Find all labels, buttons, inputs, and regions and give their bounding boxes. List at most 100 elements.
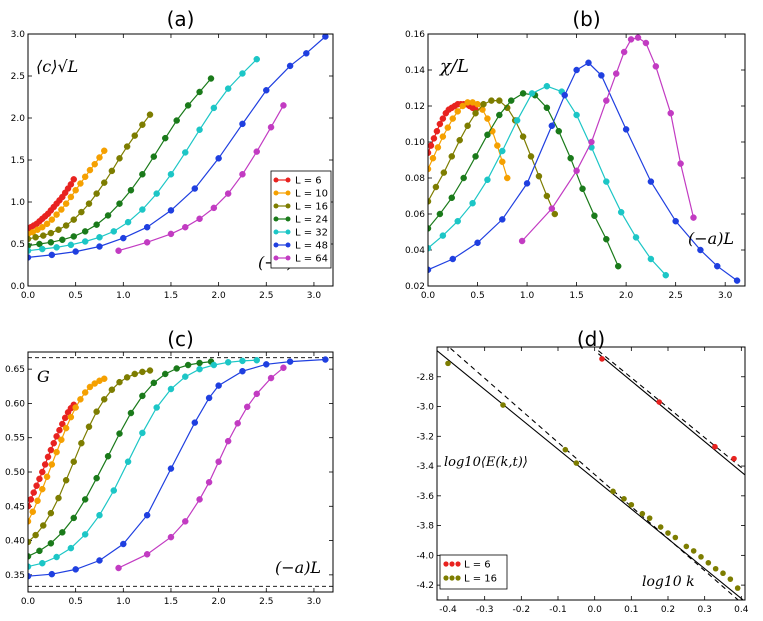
data-point bbox=[33, 482, 40, 489]
data-point bbox=[81, 228, 89, 235]
data-point bbox=[28, 518, 32, 525]
data-point bbox=[215, 155, 222, 162]
series-line bbox=[28, 358, 326, 577]
series-line bbox=[28, 78, 212, 247]
data-point bbox=[28, 242, 32, 249]
data-point bbox=[603, 178, 610, 185]
data-point bbox=[642, 39, 650, 47]
data-point bbox=[59, 236, 66, 244]
data-point bbox=[116, 200, 123, 207]
data-point bbox=[81, 496, 89, 503]
data-point bbox=[472, 153, 479, 160]
data-point bbox=[224, 190, 232, 197]
data-point bbox=[39, 245, 46, 253]
data-point bbox=[167, 533, 175, 541]
x-tick-label: 1.5 bbox=[164, 597, 178, 607]
data-point bbox=[36, 240, 43, 248]
data-point bbox=[690, 548, 697, 554]
data-point bbox=[459, 102, 466, 110]
legend: L = 6 L = 10 L = 16 L = 24 L = 32 L = 48 L = 6… bbox=[270, 170, 332, 269]
data-point bbox=[591, 212, 598, 220]
data-point bbox=[472, 109, 479, 117]
y-axis-label: χ/L bbox=[438, 56, 469, 77]
data-point bbox=[58, 206, 65, 213]
data-point bbox=[139, 206, 146, 213]
data-point bbox=[585, 59, 592, 67]
data-point bbox=[182, 373, 189, 380]
legend-marker bbox=[273, 190, 279, 196]
data-point bbox=[85, 423, 93, 430]
y-tick-label: 0.5 bbox=[11, 240, 25, 250]
data-point bbox=[474, 239, 481, 247]
data-point bbox=[677, 160, 684, 167]
data-point bbox=[72, 566, 79, 573]
series-l-16 bbox=[28, 111, 154, 243]
data-point bbox=[184, 361, 192, 369]
data-point bbox=[253, 148, 260, 155]
data-point bbox=[196, 496, 203, 503]
series-l-16 bbox=[445, 360, 741, 591]
data-point bbox=[70, 176, 77, 183]
data-point bbox=[449, 115, 457, 122]
legend-label: L = 24 bbox=[295, 215, 328, 226]
series-l-32 bbox=[28, 55, 260, 254]
x-tick-label: 3.0 bbox=[307, 597, 322, 607]
data-point bbox=[182, 518, 189, 525]
panel-a: (a) 0.0 0.5 1.0 1.5 2.0 2.5 3.0 0.0 0.5 1.0 1.5 2.0 2… bbox=[11, 7, 334, 301]
data-point bbox=[196, 365, 203, 373]
legend-entry-l-48: L = 48 bbox=[273, 241, 328, 252]
legend-entry-l-24: L = 24 bbox=[273, 215, 328, 226]
data-point bbox=[62, 424, 70, 432]
axes-frame bbox=[436, 346, 746, 601]
data-point bbox=[167, 207, 175, 214]
data-point bbox=[499, 216, 506, 223]
y-tick-label: -3.8 bbox=[416, 522, 434, 532]
data-point bbox=[448, 194, 456, 202]
data-point bbox=[48, 461, 56, 468]
data-point bbox=[484, 176, 491, 184]
data-point bbox=[239, 120, 246, 128]
legend-marker bbox=[443, 561, 449, 567]
data-point bbox=[116, 155, 123, 162]
data-point bbox=[108, 386, 116, 393]
data-point bbox=[28, 496, 35, 503]
y-axis-label: log10⟨E(k,t)⟩ bbox=[444, 455, 528, 470]
x-tick-label: 1.0 bbox=[116, 291, 131, 301]
data-point bbox=[146, 111, 154, 118]
axes-frame bbox=[27, 33, 334, 287]
data-point bbox=[143, 551, 151, 558]
legend-entry-l-16: L = 16 bbox=[273, 202, 328, 213]
data-point bbox=[43, 220, 51, 228]
data-point bbox=[428, 142, 435, 149]
series-line bbox=[428, 62, 738, 282]
data-point bbox=[519, 133, 527, 140]
x-tick-label: 1.0 bbox=[520, 291, 535, 301]
data-point bbox=[434, 144, 442, 151]
data-point bbox=[496, 111, 503, 119]
data-point bbox=[29, 508, 37, 516]
data-point bbox=[59, 420, 66, 428]
data-point bbox=[622, 126, 630, 133]
data-point bbox=[612, 70, 620, 77]
x-tick-label: -0.3 bbox=[476, 605, 494, 615]
y-tick-label: 3.0 bbox=[11, 30, 26, 40]
y-tick-label: -2.8 bbox=[416, 373, 434, 383]
data-point bbox=[224, 437, 232, 445]
x-tick-label: -0.2 bbox=[513, 605, 531, 615]
legend-label: L = 6 bbox=[295, 176, 322, 187]
data-point bbox=[96, 557, 103, 564]
data-point bbox=[239, 70, 246, 77]
data-point bbox=[115, 247, 122, 254]
x-tick-label: 0.5 bbox=[68, 597, 82, 607]
x-tick-label: 0.4 bbox=[734, 605, 749, 615]
data-point bbox=[667, 109, 674, 117]
data-point bbox=[639, 510, 646, 517]
data-point bbox=[28, 503, 32, 510]
fit-line-solid bbox=[437, 350, 745, 600]
legend: L = 6 L = 16 bbox=[439, 554, 508, 590]
data-point bbox=[628, 501, 635, 508]
data-point bbox=[322, 356, 329, 363]
x-tick-label: 0.2 bbox=[661, 605, 675, 615]
data-point bbox=[665, 530, 671, 536]
data-point bbox=[598, 72, 605, 79]
